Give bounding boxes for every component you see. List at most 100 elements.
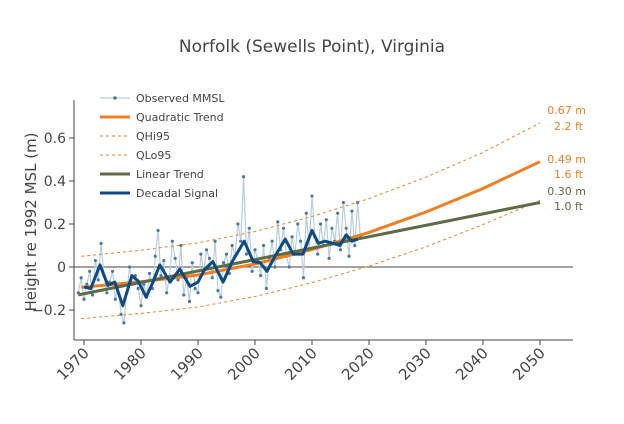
legend-label: Decadal Signal	[136, 187, 218, 200]
observed-point	[179, 243, 183, 248]
chart-title: Norfolk (Sewells Point), Virginia	[179, 37, 445, 57]
observed-point	[136, 286, 140, 291]
observed-point	[264, 286, 268, 291]
observed-point	[310, 194, 314, 198]
observed-point	[350, 209, 354, 213]
observed-point	[287, 265, 291, 269]
observed-point	[273, 265, 277, 269]
plot-area: −0.2 0 0.2 0.4 0.6 1970 1980 1990 2000 2010 2020 20…	[32, 100, 586, 384]
x-tick-label: 2040	[452, 344, 492, 384]
observed-point	[281, 226, 286, 230]
x-tick-label: 1980	[110, 344, 150, 384]
observed-point	[341, 200, 345, 205]
annotation-ft: 2.2 ft	[554, 120, 584, 133]
observed-point	[344, 226, 348, 230]
x-tick-label: 2000	[224, 344, 264, 384]
observed-point	[236, 222, 240, 226]
observed-point	[210, 276, 214, 280]
observed-point	[242, 175, 246, 179]
observed-point	[247, 226, 251, 230]
observed-point	[90, 293, 95, 297]
observed-point	[327, 256, 331, 260]
observed-point	[244, 252, 249, 256]
observed-point	[253, 248, 257, 252]
legend: Observed MMSL Quadratic Trend QHi95 QLo95 Li…	[100, 92, 225, 200]
observed-point	[199, 252, 203, 256]
observed-point	[338, 248, 343, 252]
annotation-m: 0.67 m	[547, 104, 586, 117]
x-tick-label: 2020	[338, 344, 378, 384]
legend-label: QLo95	[136, 149, 171, 162]
y-axis-label: Height re 1992 MSL (m)	[22, 132, 40, 311]
observed-point	[79, 276, 83, 280]
observed-point	[153, 254, 157, 258]
y-tick-label: 0.6	[44, 131, 66, 147]
observed-point	[110, 269, 115, 273]
x-tick-label: 1970	[53, 344, 93, 384]
observed-point	[207, 256, 211, 260]
observed-point	[190, 261, 194, 265]
observed-point	[290, 235, 294, 239]
observed-point	[105, 291, 109, 295]
observed-point	[336, 211, 340, 215]
observed-point	[318, 222, 323, 226]
observed-point	[259, 274, 263, 278]
observed-point	[147, 271, 152, 276]
observed-point	[299, 239, 303, 243]
observed-point	[139, 304, 143, 308]
observed-point	[204, 248, 209, 252]
observed-point	[296, 222, 300, 226]
observed-point	[353, 243, 357, 248]
observed-point	[165, 291, 169, 295]
observed-point	[196, 291, 200, 295]
legend-marker	[113, 96, 117, 100]
observed-point	[239, 239, 243, 243]
observed-point	[99, 241, 103, 245]
observed-point	[162, 258, 166, 263]
observed-point	[128, 265, 132, 269]
observed-point	[93, 258, 97, 263]
observed-point	[82, 297, 86, 301]
linear-trend-line	[78, 201, 541, 297]
qhi95-line	[81, 122, 541, 257]
observed-point	[193, 286, 197, 291]
x-tick-label: 2050	[509, 344, 549, 384]
observed-point	[301, 276, 306, 280]
observed-point	[182, 293, 186, 297]
observed-point	[216, 289, 220, 293]
annotation-ft: 1.6 ft	[554, 168, 584, 181]
annotation-m: 0.30 m	[547, 185, 586, 198]
y-tick-label: 0.2	[44, 217, 66, 233]
y-tick-label: 0	[57, 260, 66, 276]
qlo95-line	[81, 199, 541, 320]
observed-point	[224, 252, 229, 256]
observed-point	[156, 228, 160, 233]
observed-point	[230, 243, 234, 248]
y-tick-label: −0.2	[32, 303, 66, 319]
legend-label: QHi95	[136, 130, 170, 143]
legend-label: Observed MMSL	[136, 92, 225, 105]
x-tick-label: 2010	[281, 344, 321, 384]
observed-point	[276, 220, 280, 224]
observed-point	[304, 211, 308, 215]
observed-point	[347, 254, 351, 258]
observed-point	[187, 299, 192, 303]
annotation-m: 0.49 m	[547, 153, 586, 166]
observed-point	[222, 261, 226, 265]
observed-point	[88, 269, 92, 273]
observed-point	[173, 256, 177, 260]
legend-label: Quadratic Trend	[136, 111, 224, 124]
x-tick-label: 2030	[395, 344, 435, 384]
y-tick-label: 0.4	[44, 174, 66, 190]
x-tick-label: 1990	[167, 344, 207, 384]
observed-point	[316, 252, 320, 256]
decadal-signal-line	[83, 228, 359, 308]
observed-point	[261, 243, 266, 248]
observed-point	[213, 239, 217, 243]
observed-point	[270, 239, 274, 243]
observed-point	[122, 321, 126, 325]
observed-point	[176, 278, 180, 282]
observed-point	[250, 269, 254, 273]
legend-label: Linear Trend	[136, 168, 204, 181]
